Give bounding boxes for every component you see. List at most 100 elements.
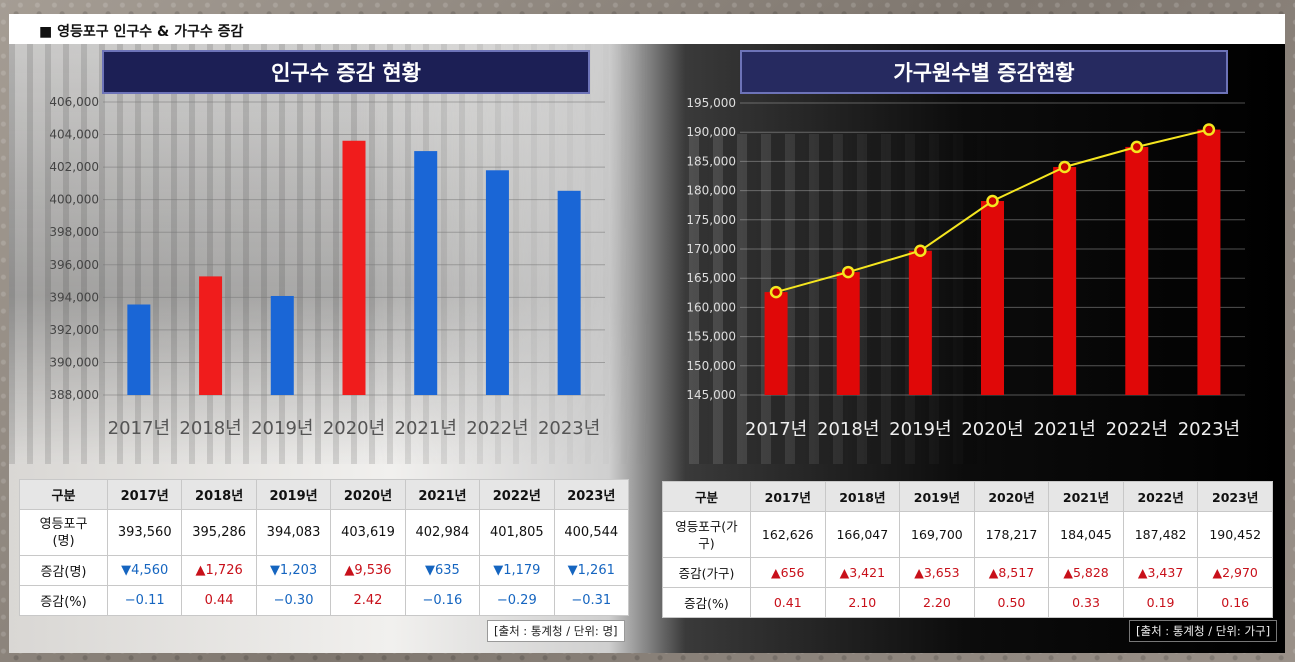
table-cell: 166,047 bbox=[824, 511, 901, 558]
y-tick-label: 392,000 bbox=[49, 323, 99, 337]
household-bar-line-chart: 145,000 150,000 155,000 160,000 165,000 170,0… bbox=[686, 96, 1245, 440]
x-tick-label: 2020년 bbox=[323, 418, 385, 439]
table-cell: 395,286 bbox=[181, 509, 257, 556]
x-tick-label: 2020년 bbox=[961, 419, 1023, 440]
y-tick-label: 190,000 bbox=[686, 125, 736, 139]
table-cell: 393,560 bbox=[106, 509, 183, 556]
header-cell: 구분 bbox=[662, 481, 751, 512]
table-cell: 169,700 bbox=[899, 511, 975, 558]
table-cell: 0.16 bbox=[1197, 587, 1273, 618]
table-cell: 0.33 bbox=[1048, 587, 1124, 618]
header-cell: 2020년 bbox=[973, 481, 1050, 512]
x-tick-label: 2018년 bbox=[817, 419, 879, 440]
header-cell: 2023년 bbox=[553, 479, 630, 510]
header-cell: 2019년 bbox=[255, 479, 332, 510]
y-tick-label: 165,000 bbox=[686, 271, 736, 285]
y-tick-label: 404,000 bbox=[49, 128, 99, 142]
table-cell: 2.20 bbox=[899, 587, 975, 618]
bar bbox=[485, 170, 509, 395]
population-bar-chart: 388,000 390,000 392,000 394,000 396,000 398,0… bbox=[49, 95, 605, 439]
row-label: 증감(%) bbox=[19, 585, 108, 616]
bar bbox=[1197, 129, 1221, 396]
x-tick-label: 2017년 bbox=[745, 419, 807, 440]
x-tick-label: 2023년 bbox=[538, 418, 600, 439]
table-cell: ▼4,560 bbox=[106, 555, 183, 586]
table-cell: 184,045 bbox=[1048, 511, 1124, 558]
table-cell: 0.41 bbox=[750, 587, 826, 618]
table-cell: −0.11 bbox=[106, 585, 183, 616]
header-cell: 2017년 bbox=[106, 479, 183, 510]
header-cell: 2017년 bbox=[750, 481, 826, 512]
header-cell: 2021년 bbox=[1048, 481, 1124, 512]
line-point bbox=[1202, 123, 1216, 136]
header-cell: 2022년 bbox=[1122, 481, 1199, 512]
x-tick-label: 2022년 bbox=[466, 418, 528, 439]
bar bbox=[1053, 166, 1077, 395]
y-tick-label: 398,000 bbox=[49, 225, 99, 239]
y-tick-label: 390,000 bbox=[49, 355, 99, 369]
bar bbox=[908, 250, 932, 395]
table-row: 증감(%) −0.11 0.44 −0.30 2.42 −0.16 −0.29 … bbox=[19, 585, 630, 616]
bar bbox=[1125, 146, 1149, 395]
table-cell: ▲9,536 bbox=[330, 555, 406, 586]
household-table-header: 구분 2017년 2018년 2019년 2020년 2021년 2022년 2… bbox=[662, 481, 1273, 512]
header-cell: 2023년 bbox=[1197, 481, 1273, 512]
y-tick-label: 155,000 bbox=[686, 330, 736, 344]
x-tick-label: 2021년 bbox=[1033, 419, 1095, 440]
header-cell: 2019년 bbox=[899, 481, 975, 512]
table-cell: ▼1,203 bbox=[255, 555, 332, 586]
bar bbox=[764, 292, 788, 395]
y-tick-label: 394,000 bbox=[49, 290, 99, 304]
x-tick-label: 2022년 bbox=[1106, 419, 1168, 440]
table-cell: 187,482 bbox=[1122, 511, 1199, 558]
table-cell: −0.30 bbox=[255, 585, 332, 616]
population-source-note: [출처 : 통계청 / 단위: 명] bbox=[487, 620, 625, 642]
y-tick-label: 175,000 bbox=[686, 213, 736, 227]
table-cell: 0.44 bbox=[181, 585, 257, 616]
bar bbox=[557, 190, 581, 395]
line-point bbox=[841, 265, 855, 279]
table-cell: ▼1,179 bbox=[479, 555, 555, 586]
bar bbox=[342, 140, 366, 395]
table-cell: ▲3,421 bbox=[824, 557, 901, 588]
x-tick-label: 2021년 bbox=[395, 418, 457, 439]
x-tick-label: 2017년 bbox=[108, 418, 170, 439]
y-tick-label: 406,000 bbox=[49, 95, 99, 109]
table-cell: 400,544 bbox=[553, 509, 630, 556]
table-cell: 2.10 bbox=[824, 587, 901, 618]
row-label: 증감(가구) bbox=[662, 557, 751, 588]
bar bbox=[270, 295, 294, 395]
table-cell: ▲3,437 bbox=[1122, 557, 1199, 588]
table-cell: 178,217 bbox=[973, 511, 1050, 558]
table-cell: 0.19 bbox=[1122, 587, 1199, 618]
table-row: 증감(가구) ▲656 ▲3,421 ▲3,653 ▲8,517 ▲5,828 … bbox=[662, 557, 1273, 588]
y-tick-label: 150,000 bbox=[686, 359, 736, 373]
y-tick-label: 400,000 bbox=[49, 193, 99, 207]
table-row: 영등포구(가 구) 162,626 166,047 169,700 178,21… bbox=[662, 511, 1273, 558]
household-table: 구분 2017년 2018년 2019년 2020년 2021년 2022년 2… bbox=[662, 481, 1273, 618]
bar bbox=[981, 201, 1004, 395]
y-tick-label: 170,000 bbox=[686, 242, 736, 256]
table-cell: ▲2,970 bbox=[1197, 557, 1273, 588]
table-cell: ▲5,828 bbox=[1048, 557, 1124, 588]
header-cell: 구분 bbox=[19, 479, 108, 510]
x-tick-label: 2023년 bbox=[1178, 419, 1240, 440]
header-cell: 2018년 bbox=[181, 479, 257, 510]
x-tick-label: 2019년 bbox=[889, 419, 951, 440]
header-cell: 2022년 bbox=[479, 479, 555, 510]
table-cell: 394,083 bbox=[255, 509, 332, 556]
y-tick-label: 388,000 bbox=[49, 388, 99, 402]
table-cell: 190,452 bbox=[1197, 511, 1273, 558]
table-row: 증감(%) 0.41 2.10 2.20 0.50 0.33 0.19 0.16 bbox=[662, 587, 1273, 618]
page-title: ■ 영등포구 인구수 & 가구수 증감 bbox=[39, 24, 244, 40]
header-cell: 2020년 bbox=[330, 479, 406, 510]
table-cell: ▼635 bbox=[404, 555, 481, 586]
table-cell: 162,626 bbox=[750, 511, 826, 558]
row-label: 증감(명) bbox=[19, 555, 108, 586]
population-table-header: 구분 2017년 2018년 2019년 2020년 2021년 2022년 2… bbox=[19, 479, 630, 510]
row-label: 영등포구(가 구) bbox=[662, 511, 751, 558]
table-cell: −0.29 bbox=[479, 585, 555, 616]
x-tick-label: 2019년 bbox=[251, 418, 313, 439]
table-cell: −0.31 bbox=[553, 585, 630, 616]
table-cell: −0.16 bbox=[404, 585, 481, 616]
